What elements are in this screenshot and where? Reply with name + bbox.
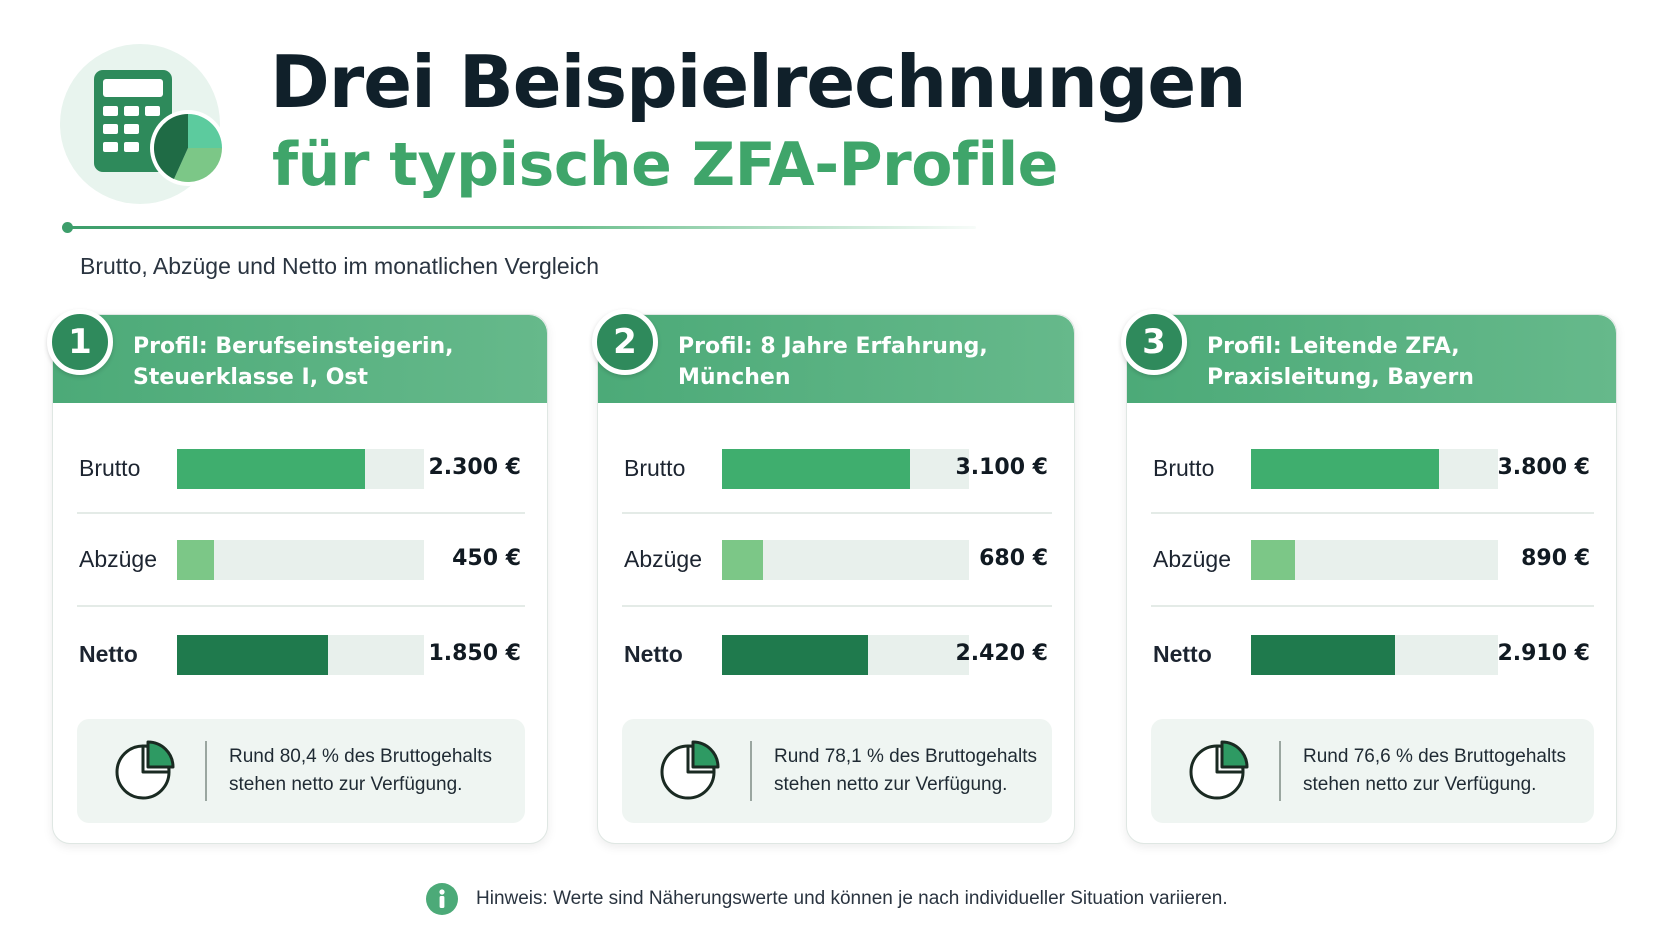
card-header (53, 315, 547, 403)
bar-fill-abzuege (722, 540, 764, 580)
row-value-abzuege: 680 € (979, 546, 1048, 571)
row-separator (622, 605, 1052, 607)
profile-title-line2: München (678, 365, 791, 390)
bar-fill-brutto (177, 449, 365, 489)
profile-title-line1: Profil: 8 Jahre Erfahrung, (678, 334, 988, 359)
card-header (598, 315, 1074, 403)
bar-track-netto (722, 635, 969, 675)
row-value-brutto: 3.800 € (1497, 455, 1590, 480)
row-value-brutto: 2.300 € (428, 455, 521, 480)
note-line2: stehen netto zur Verfügung. (229, 774, 463, 795)
pie-chart-icon (658, 737, 724, 807)
row-label-brutto: Brutto (79, 455, 141, 481)
row-separator (77, 512, 525, 514)
note-text: Rund 80,4 % des Bruttogehalts stehen nett… (229, 743, 492, 799)
profile-number-badge: 3 (1121, 309, 1187, 375)
note-line2: stehen netto zur Verfügung. (774, 774, 1008, 795)
row-value-abzuege: 890 € (1521, 546, 1590, 571)
row-value-brutto: 3.100 € (955, 455, 1048, 480)
profile-title: Profil: 8 Jahre Erfahrung, München (678, 331, 1060, 393)
profile-card-1: 1 Profil: Berufseinsteigerin, Steuerklasse… (47, 309, 548, 844)
profile-title-line2: Praxisleitung, Bayern (1207, 365, 1474, 390)
profile-number-badge: 1 (47, 309, 113, 375)
row-label-abzuege: Abzüge (79, 546, 158, 572)
bar-fill-abzuege (1251, 540, 1295, 580)
bar-track-brutto (722, 449, 969, 489)
bar-track-brutto (1251, 449, 1498, 489)
row-abzuege: Abzüge 450 € (77, 540, 525, 580)
footer-text: Hinweis: Werte sind Näherungswerte und k… (476, 888, 1228, 909)
bar-fill-abzuege (177, 540, 214, 580)
row-brutto: Brutto 3.800 € (1151, 449, 1594, 489)
row-netto: Netto 2.420 € (622, 635, 1052, 675)
row-value-netto: 2.420 € (955, 641, 1048, 666)
bar-track-netto (177, 635, 424, 675)
profile-title: Profil: Leitende ZFA, Praxisleitung, Baye… (1207, 331, 1602, 393)
row-separator (77, 605, 525, 607)
bar-fill-brutto (1251, 449, 1439, 489)
row-value-netto: 2.910 € (1497, 641, 1590, 666)
row-label-abzuege: Abzüge (1153, 546, 1232, 572)
bar-fill-netto (177, 635, 328, 675)
row-label-netto: Netto (624, 641, 683, 667)
net-share-note: Rund 76,6 % des Bruttogehalts stehen nett… (1151, 719, 1594, 823)
net-share-note: Rund 80,4 % des Bruttogehalts stehen nett… (77, 719, 525, 823)
page-subtitle: für typische ZFA-Profile (272, 130, 1058, 200)
calculator-pie-icon (60, 44, 226, 204)
note-line1: Rund 76,6 % des Bruttogehalts (1303, 746, 1567, 767)
profile-number-badge: 2 (592, 309, 658, 375)
bar-track-brutto (177, 449, 424, 489)
note-text: Rund 78,1 % des Bruttogehalts stehen nett… (774, 743, 1037, 799)
info-icon (426, 883, 458, 915)
row-abzuege: Abzüge 890 € (1151, 540, 1594, 580)
note-line1: Rund 80,4 % des Bruttogehalts (229, 746, 493, 767)
divider-dot (62, 222, 73, 233)
row-label-netto: Netto (79, 641, 138, 667)
row-netto: Netto 1.850 € (77, 635, 525, 675)
card-header (1127, 315, 1616, 403)
bar-track-abzuege (177, 540, 424, 580)
header-divider (66, 226, 976, 229)
profile-title-line1: Profil: Leitende ZFA, (1207, 334, 1460, 359)
profile-card-3: 3 Profil: Leitende ZFA, Praxisleitung, Bay… (1121, 309, 1617, 844)
row-abzuege: Abzüge 680 € (622, 540, 1052, 580)
bar-fill-netto (1251, 635, 1395, 675)
note-text: Rund 76,6 % des Bruttogehalts stehen nett… (1303, 743, 1566, 799)
profile-card-2: 2 Profil: 8 Jahre Erfahrung, München Brutto… (592, 309, 1075, 844)
pie-chart-icon (1187, 737, 1253, 807)
row-brutto: Brutto 3.100 € (622, 449, 1052, 489)
profile-title-line1: Profil: Berufseinsteigerin, (133, 334, 454, 359)
net-share-note: Rund 78,1 % des Bruttogehalts stehen nett… (622, 719, 1052, 823)
row-label-brutto: Brutto (624, 455, 686, 481)
bar-track-abzuege (1251, 540, 1498, 580)
bar-track-netto (1251, 635, 1498, 675)
row-separator (1151, 512, 1594, 514)
intro-text: Brutto, Abzüge und Netto im monatlichen … (80, 253, 600, 279)
note-line2: stehen netto zur Verfügung. (1303, 774, 1537, 795)
row-brutto: Brutto 2.300 € (77, 449, 525, 489)
row-value-abzuege: 450 € (452, 546, 521, 571)
bar-fill-netto (722, 635, 869, 675)
profile-title-line2: Steuerklasse I, Ost (133, 365, 369, 390)
row-label-abzuege: Abzüge (624, 546, 703, 572)
row-separator (1151, 605, 1594, 607)
note-separator (1279, 741, 1281, 801)
profile-title: Profil: Berufseinsteigerin, Steuerklasse … (133, 331, 533, 393)
row-label-netto: Netto (1153, 641, 1212, 667)
row-value-netto: 1.850 € (428, 641, 521, 666)
row-netto: Netto 2.910 € (1151, 635, 1594, 675)
footer-note: Hinweis: Werte sind Näherungswerte und k… (426, 882, 1228, 916)
bar-fill-brutto (722, 449, 910, 489)
row-label-brutto: Brutto (1153, 455, 1215, 481)
bar-track-abzuege (722, 540, 969, 580)
note-separator (750, 741, 752, 801)
pie-chart-icon (113, 737, 179, 807)
note-separator (205, 741, 207, 801)
row-separator (622, 512, 1052, 514)
page-title: Drei Beispielrechnungen (270, 40, 1247, 124)
note-line1: Rund 78,1 % des Bruttogehalts (774, 746, 1038, 767)
